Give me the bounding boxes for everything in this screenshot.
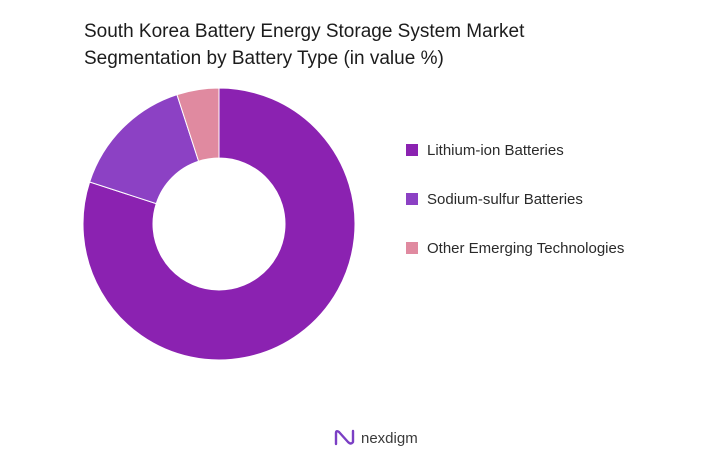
donut-slice-lithium-ion-batteries (82, 87, 356, 361)
brand-name: nexdigm (361, 429, 418, 447)
legend-label: Lithium-ion Batteries (427, 141, 564, 159)
chart-legend: Lithium-ion Batteries Sodium-sulfur Batt… (406, 138, 624, 285)
legend-item-other-emerging: Other Emerging Technologies (406, 236, 624, 260)
legend-label: Sodium-sulfur Batteries (427, 190, 583, 208)
chart-title: South Korea Battery Energy Storage Syste… (84, 18, 644, 72)
donut-slice-other-emerging-technologies (176, 87, 220, 162)
legend-swatch (406, 193, 418, 205)
chart-title-line-2: Segmentation by Battery Type (in value %… (84, 48, 444, 69)
chart-title-line-1: South Korea Battery Energy Storage Syste… (84, 21, 525, 42)
nexdigm-logo-icon (334, 429, 355, 446)
legend-item-lithium-ion: Lithium-ion Batteries (406, 138, 624, 162)
legend-swatch (406, 144, 418, 156)
legend-swatch (406, 242, 418, 254)
legend-label: Other Emerging Technologies (427, 239, 625, 257)
brand-footer: nexdigm (334, 428, 418, 448)
legend-item-sodium-sulfur: Sodium-sulfur Batteries (406, 187, 624, 211)
